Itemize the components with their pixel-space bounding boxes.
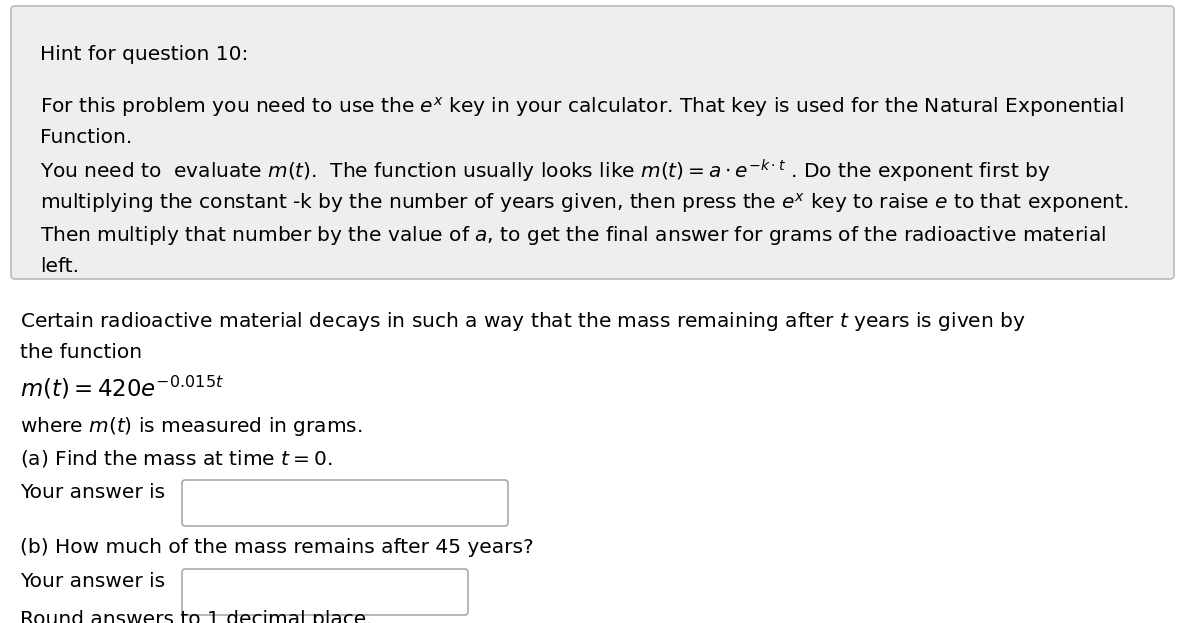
- Text: Your answer is: Your answer is: [20, 572, 166, 591]
- Text: multiplying the constant -k by the number of years given, then press the $e^x$ k: multiplying the constant -k by the numbe…: [40, 191, 1128, 215]
- FancyBboxPatch shape: [11, 6, 1174, 279]
- FancyBboxPatch shape: [182, 569, 468, 615]
- Text: Hint for question 10:: Hint for question 10:: [40, 45, 248, 64]
- Text: You need to  evaluate $m(t)$.  The function usually looks like $m(t) = a \cdot e: You need to evaluate $m(t)$. The functio…: [40, 158, 1050, 185]
- Text: left.: left.: [40, 257, 79, 276]
- Text: (a) Find the mass at time $t = 0$.: (a) Find the mass at time $t = 0$.: [20, 448, 332, 469]
- Text: Function.: Function.: [40, 128, 132, 147]
- Text: Then multiply that number by the value of $a$, to get the final answer for grams: Then multiply that number by the value o…: [40, 224, 1106, 247]
- Text: where $m(t)$ is measured in grams.: where $m(t)$ is measured in grams.: [20, 415, 362, 438]
- Text: For this problem you need to use the $e^x$ key in your calculator. That key is u: For this problem you need to use the $e^…: [40, 95, 1123, 119]
- Text: $m(t) = 420e^{-0.015t}$: $m(t) = 420e^{-0.015t}$: [20, 374, 224, 401]
- Text: Round answers to 1 decimal place.: Round answers to 1 decimal place.: [20, 610, 373, 623]
- Text: the function: the function: [20, 343, 142, 362]
- Text: (b) How much of the mass remains after 45 years?: (b) How much of the mass remains after 4…: [20, 538, 534, 557]
- Text: Certain radioactive material decays in such a way that the mass remaining after : Certain radioactive material decays in s…: [20, 310, 1026, 333]
- Text: Your answer is: Your answer is: [20, 483, 166, 502]
- FancyBboxPatch shape: [182, 480, 508, 526]
